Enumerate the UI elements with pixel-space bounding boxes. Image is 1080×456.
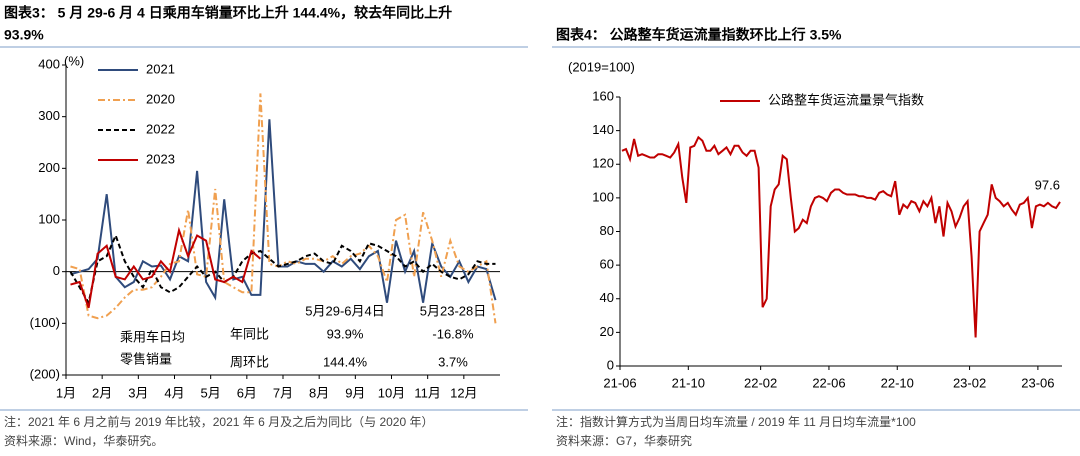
- x-tick-label: 22-10: [881, 375, 914, 390]
- series-line: [621, 135, 1061, 338]
- table-value: 144.4%: [323, 354, 368, 369]
- end-label: 97.6: [1035, 177, 1060, 192]
- note: 资料来源：G7，华泰研究: [556, 433, 692, 448]
- y-tick-label: 0: [53, 263, 60, 278]
- x-tick-label: 10月: [378, 385, 405, 400]
- y-tick-label: 100: [592, 189, 614, 204]
- table-header: 5月29-6月4日: [305, 303, 384, 318]
- y-tick-label: 300: [38, 108, 60, 123]
- note: 注：指数计算方式为当周日均车流量 / 2019 年 11 月日均车流量*100: [556, 414, 916, 429]
- x-tick-label: 21-10: [672, 375, 705, 390]
- legend-label: 2023: [146, 151, 175, 166]
- series-line: [69, 232, 496, 306]
- y-tick-label: 40: [600, 290, 614, 305]
- table-label: 年同比: [230, 326, 269, 341]
- x-tick-label: 5月: [201, 385, 221, 400]
- y-unit: (%): [64, 53, 84, 68]
- y-tick-label: 160: [592, 88, 614, 103]
- x-tick-label: 7月: [273, 385, 293, 400]
- legend-label: 2022: [146, 121, 175, 136]
- x-tick-label: 9月: [345, 385, 365, 400]
- series-line: [70, 93, 497, 324]
- y-tick-label: 400: [38, 56, 60, 71]
- y-tick-label: 120: [592, 156, 614, 171]
- table-value: 3.7%: [438, 354, 468, 369]
- table-row-label: 零售销量: [120, 351, 172, 366]
- table-label: 周环比: [230, 354, 269, 369]
- y-tick-label: 80: [600, 223, 614, 238]
- chart-title: 图表4： 公路整车货运流量指数环比上行 3.5%: [556, 27, 842, 43]
- y-tick-label: 100: [38, 211, 60, 226]
- y-unit: (2019=100): [568, 59, 635, 74]
- x-tick-label: 8月: [309, 385, 329, 400]
- chart-title: 图表3： 5 月 29-6 月 4 日乘用车销量环比上升 144.4%，较去年同…: [4, 5, 452, 21]
- x-tick-label: 4月: [164, 385, 184, 400]
- y-tick-label: (200): [30, 366, 60, 381]
- legend-label: 2020: [146, 91, 175, 106]
- y-tick-label: 0: [607, 357, 614, 372]
- x-tick-label: 12月: [450, 385, 477, 400]
- table-value: -16.8%: [432, 326, 474, 341]
- x-tick-label: 23-02: [953, 375, 986, 390]
- y-tick-label: 200: [38, 160, 60, 175]
- legend-label: 公路整车货运流量景气指数: [768, 92, 924, 107]
- x-tick-label: 11月: [414, 385, 441, 400]
- legend-label: 2021: [146, 61, 175, 76]
- series-line: [70, 226, 262, 309]
- note: 资料来源：Wind，华泰研究。: [4, 433, 163, 448]
- x-tick-label: 1月: [56, 385, 76, 400]
- x-tick-label: 23-06: [1021, 375, 1054, 390]
- x-tick-label: 3月: [128, 385, 148, 400]
- series-line: [70, 119, 497, 303]
- y-tick-label: (100): [30, 315, 60, 330]
- chart-title: 93.9%: [4, 27, 44, 43]
- note: 注：2021 年 6 月之前与 2019 年比较，2021 年 6 月及之后为同…: [4, 414, 433, 429]
- table-row-label: 乘用车日均: [120, 329, 185, 344]
- table-header: 5月23-28日: [420, 303, 486, 318]
- x-tick-label: 6月: [237, 385, 257, 400]
- y-tick-label: 140: [592, 122, 614, 137]
- y-tick-label: 60: [600, 257, 614, 272]
- y-tick-label: 20: [600, 324, 614, 339]
- x-tick-label: 22-02: [744, 375, 777, 390]
- x-tick-label: 21-06: [603, 375, 636, 390]
- table-value: 93.9%: [327, 326, 364, 341]
- x-tick-label: 22-06: [812, 375, 845, 390]
- x-tick-label: 2月: [92, 385, 112, 400]
